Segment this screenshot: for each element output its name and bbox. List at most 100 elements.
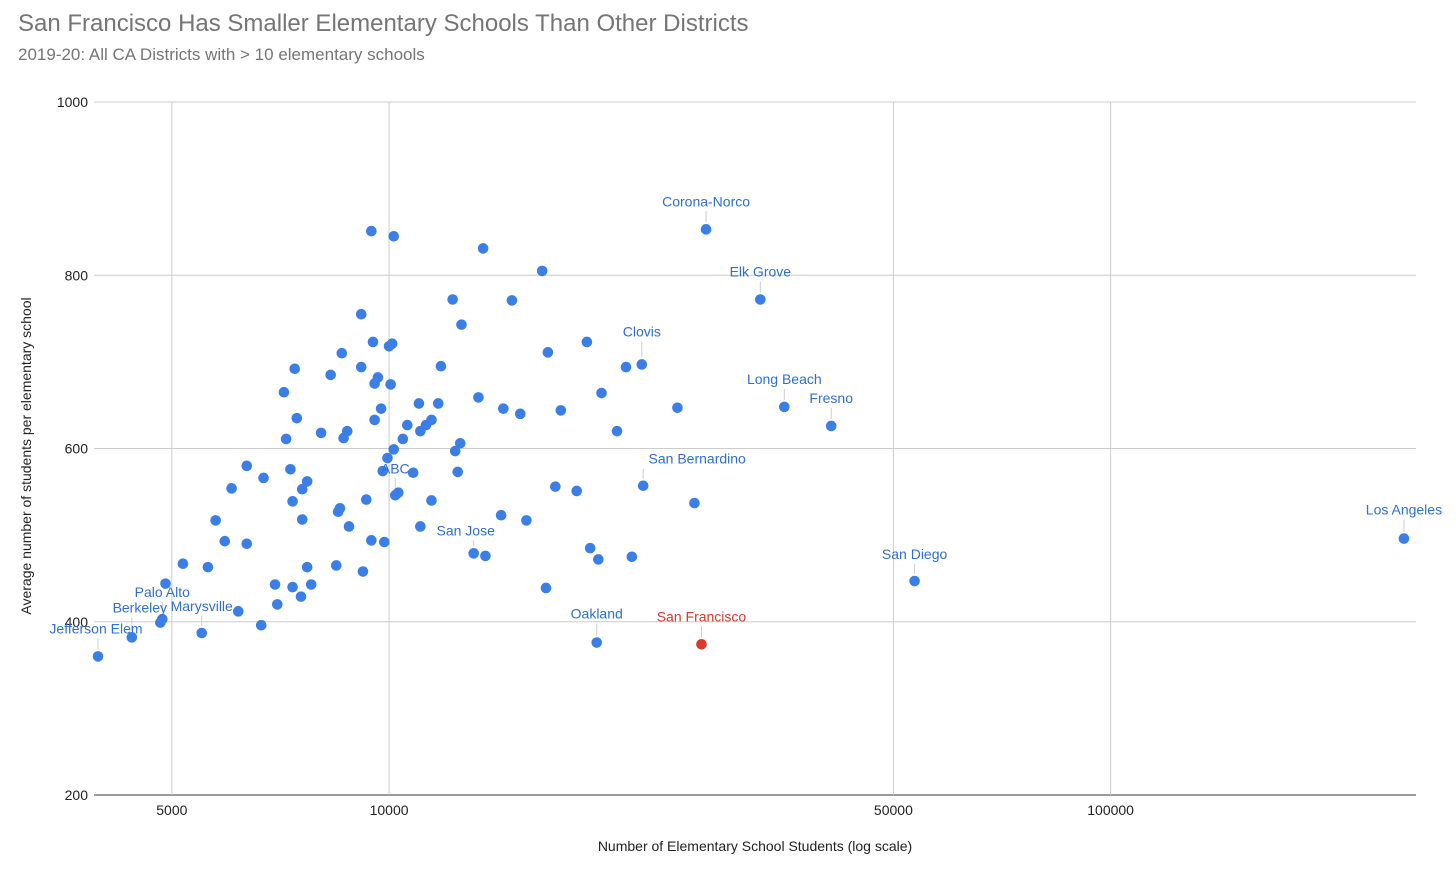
data-point	[355, 308, 367, 320]
data-point	[287, 581, 298, 593]
chart-title: San Francisco Has Smaller Elementary Sch…	[18, 10, 749, 37]
data-point	[278, 386, 290, 398]
data-point	[338, 432, 349, 444]
data-point	[160, 578, 171, 589]
data-point	[393, 487, 404, 498]
data-point-labeled	[126, 632, 138, 643]
data-point	[301, 561, 313, 573]
data-point	[330, 560, 342, 571]
data-point	[232, 606, 244, 617]
data-point	[571, 485, 583, 497]
data-point	[366, 535, 377, 546]
data-point	[219, 535, 231, 547]
data-point	[255, 619, 267, 631]
data-point	[383, 340, 395, 352]
data-point	[521, 515, 532, 526]
data-point	[611, 425, 623, 437]
data-point	[447, 294, 458, 305]
y-axis-title: Average number of students per elementar…	[18, 297, 34, 614]
data-point	[296, 483, 308, 495]
y-tick-label: 600	[65, 441, 89, 457]
data-point	[210, 515, 221, 526]
data-point	[375, 403, 387, 414]
data-point	[367, 336, 379, 348]
data-point-labeled	[92, 651, 104, 662]
label-leaders	[97, 211, 1405, 650]
data-point	[426, 495, 437, 506]
data-point	[269, 579, 281, 590]
data-point	[596, 387, 607, 399]
x-tick-label: 10000	[370, 802, 409, 818]
data-point	[332, 506, 344, 518]
data-point	[480, 550, 491, 562]
data-point-labeled	[700, 224, 712, 235]
data-point	[357, 566, 369, 577]
data-point	[402, 419, 413, 431]
data-point-labeled	[1398, 533, 1410, 544]
data-point	[155, 617, 166, 628]
data-point	[385, 379, 396, 390]
data-point	[241, 460, 253, 472]
data-point	[550, 481, 561, 492]
data-point-labeled	[591, 637, 603, 648]
data-point	[296, 514, 308, 525]
data-point	[407, 467, 419, 479]
data-point	[593, 554, 604, 565]
x-tick-label: 50000	[874, 802, 913, 818]
point-label: San Diego	[882, 546, 948, 562]
point-label: Corona-Norco	[662, 193, 750, 209]
data-point	[473, 392, 484, 403]
data-point	[626, 551, 638, 563]
data-point	[672, 402, 683, 414]
y-tick-label: 1000	[57, 94, 88, 110]
data-point-labeled	[909, 575, 920, 587]
data-point	[388, 230, 400, 242]
y-tick-label: 200	[65, 787, 89, 803]
data-point	[202, 561, 214, 573]
data-point	[369, 414, 380, 426]
data-point	[287, 496, 298, 507]
data-point	[315, 427, 327, 439]
data-point	[355, 361, 367, 373]
data-point-labeled	[755, 294, 766, 305]
y-tick-label: 400	[65, 614, 89, 630]
point-label: Long Beach	[747, 371, 822, 387]
data-point-labeled	[636, 359, 648, 370]
data-point	[291, 412, 303, 424]
data-point	[435, 360, 447, 372]
data-point	[361, 494, 372, 505]
data-point-labeled	[196, 627, 208, 639]
data-point	[397, 433, 409, 445]
data-point	[226, 483, 237, 494]
data-point	[477, 243, 489, 254]
point-label: Elk Grove	[730, 264, 792, 280]
data-point	[514, 408, 526, 420]
data-point	[379, 536, 390, 548]
data-point	[366, 225, 377, 237]
data-point-labeled	[637, 480, 649, 492]
data-point	[498, 403, 509, 414]
data-point-labeled	[825, 420, 837, 432]
data-point	[452, 466, 464, 478]
data-point	[456, 319, 467, 330]
data-point	[540, 582, 552, 594]
data-point-labeled	[696, 638, 707, 650]
point-label: Clovis	[623, 323, 661, 339]
point-label: San Francisco	[657, 608, 747, 624]
data-point	[689, 497, 700, 509]
data-point	[258, 472, 269, 484]
data-point	[271, 599, 283, 610]
data-point-labeled	[779, 401, 790, 413]
data-point	[536, 265, 548, 277]
data-point	[432, 398, 444, 409]
point-label: San Jose	[436, 522, 495, 538]
data-point	[620, 361, 632, 373]
data-point	[377, 465, 389, 477]
point-label: Oakland	[571, 606, 623, 622]
data-point	[301, 476, 313, 487]
point-label: Berkeley	[113, 599, 167, 615]
data-point	[581, 336, 593, 348]
data-point	[495, 509, 507, 521]
point-label: Marysville	[171, 598, 233, 614]
